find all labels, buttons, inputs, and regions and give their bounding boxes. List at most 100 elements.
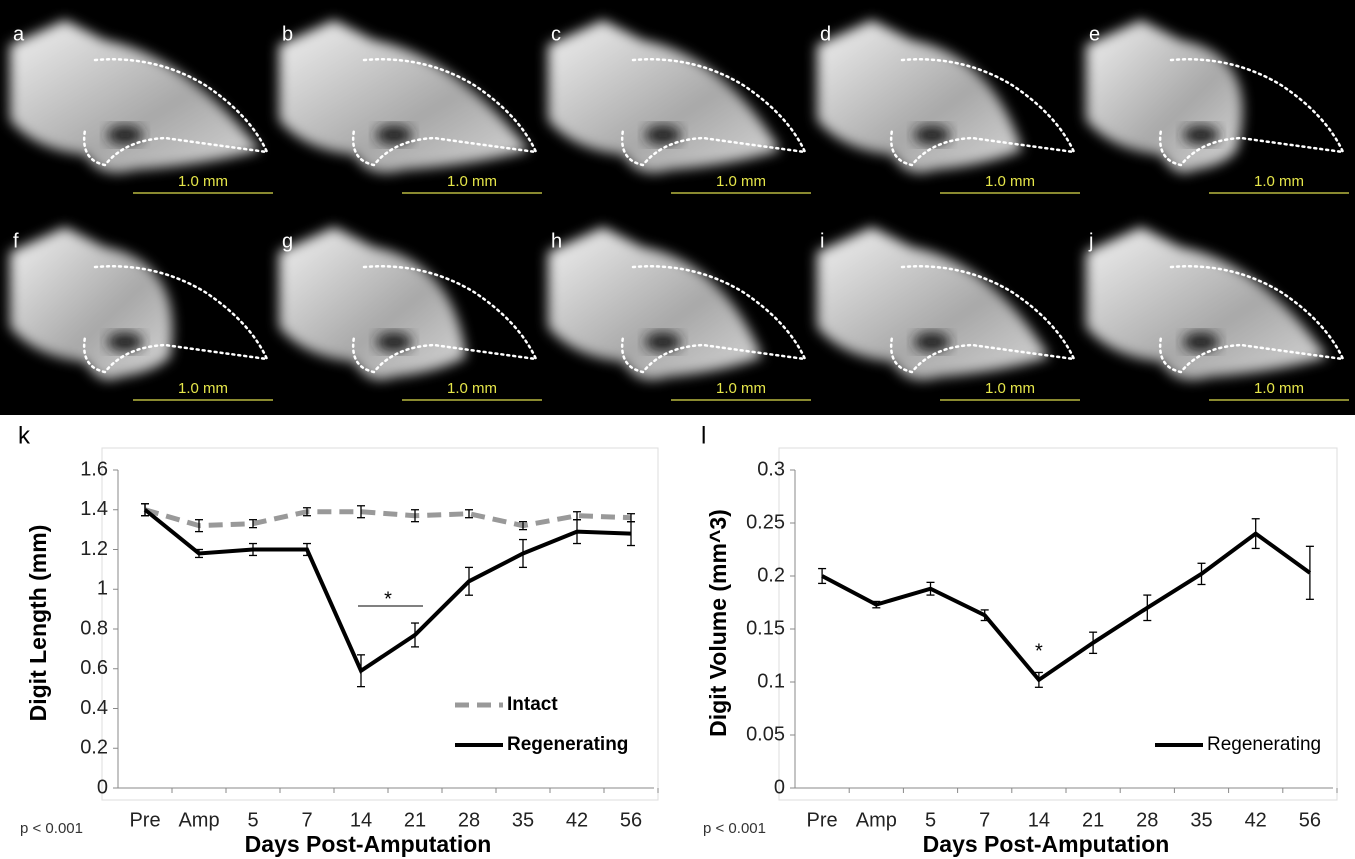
note: p < 0.001 [703,820,766,837]
y-tick-label: 0.1 [757,670,785,692]
x-tick-label: 5 [925,809,936,831]
y-tick-label: 0 [97,776,108,798]
panel-label: b [282,23,293,45]
panel-label: j [1088,230,1093,252]
y-tick-label: 0.6 [80,657,108,679]
plot-frame [101,447,659,801]
bone-shape [1086,227,1327,380]
series-line [821,531,1312,683]
x-tick-label: 56 [1299,809,1321,831]
x-tick-label: Amp [178,809,219,831]
y-tick-label: 1.2 [80,538,108,560]
x-tick-label: 28 [1136,809,1158,831]
panel-label: c [551,23,561,45]
y-tick-label: 0.2 [757,564,785,586]
legend-label: Regenerating [507,734,628,755]
error-bar [195,519,203,533]
outline [351,265,539,374]
panel-label: k [18,422,31,449]
error-bar [249,519,257,529]
image-panel: b 1.0 mm [279,20,542,194]
image-panel: a 1.0 mm [10,20,273,194]
y-tick-label: 0.4 [80,697,108,719]
error-bar [519,521,527,531]
x-tick-label: Pre [129,809,160,831]
y-tick-label: 0.25 [746,511,785,533]
bone-cavity [107,332,143,352]
outline [1158,265,1346,374]
x-axis-title: Days Post-Amputation [923,831,1170,857]
scale-label: 1.0 mm [716,380,766,397]
image-panel: g 1.0 mm [279,227,542,401]
outline [620,265,808,374]
y-tick-label: 1 [97,578,108,600]
error-bar [357,505,365,519]
error-bar [1034,671,1043,688]
scale-label: 1.0 mm [447,380,497,397]
y-tick-label: 0.05 [746,723,785,745]
error-bar [926,581,935,596]
y-tick-label: 0.8 [80,617,108,639]
bone-shape [279,20,529,173]
panel-label: h [551,230,562,252]
image-panel: d 1.0 mm [817,20,1080,194]
scale-label: 1.0 mm [1254,380,1304,397]
series-line [143,508,632,674]
error-bar [1197,562,1206,586]
error-bar [818,567,827,585]
error-bar [1143,594,1152,622]
panel-label: i [820,230,824,252]
bone-cavity [107,125,143,145]
bone-shape [10,20,260,173]
y-tick-label: 1.6 [80,458,108,480]
x-tick-label: 7 [301,809,312,831]
image-panel: h 1.0 mm [548,227,811,401]
image-panel: j 1.0 mm [1086,227,1349,401]
x-tick-label: 21 [1082,809,1104,831]
outline [620,58,808,167]
scale-label: 1.0 mm [178,173,228,190]
scale-label: 1.0 mm [447,173,497,190]
series-line [144,507,632,529]
error-bar [1305,545,1314,600]
scale-label: 1.0 mm [1254,173,1304,190]
y-tick-label: 0.2 [80,737,108,759]
error-bar [519,538,527,569]
scale-label: 1.0 mm [716,173,766,190]
x-axis-title: Days Post-Amputation [245,831,492,857]
x-tick-label: 56 [620,809,642,831]
y-tick-label: 1.4 [80,498,108,520]
panel-label: l [701,422,706,449]
outline [889,265,1077,374]
bone-cavity [645,332,681,352]
panel-label: f [13,230,19,252]
bone-cavity [376,332,412,352]
y-axis-title: Digit Volume (mm^3) [705,509,731,737]
error-bar [141,503,149,517]
panel-label: e [1089,23,1100,45]
outline [82,265,270,374]
error-bar [1089,631,1098,655]
legend-label: Regenerating [1207,734,1321,755]
bone-cavity [914,332,950,352]
y-tick-label: 0.3 [757,458,785,480]
scale-label: 1.0 mm [985,173,1035,190]
bone-cavity [1183,125,1219,145]
legend-label: Intact [507,694,558,715]
image-panel: f 1.0 mm [10,227,273,401]
bone-shape [817,20,1022,173]
bone-cavity [645,125,681,145]
bone-cavity [376,125,412,145]
x-tick-label: 14 [1028,809,1050,831]
annotation: * [384,588,392,610]
y-tick-label: 0 [774,776,785,798]
x-tick-label: 28 [458,809,480,831]
error-bar [573,519,581,545]
error-bar [1251,518,1260,550]
outline [889,58,1077,167]
bone-cavity [1183,332,1219,352]
bone-shape [817,227,1049,380]
x-tick-label: 42 [566,809,588,831]
x-tick-label: 21 [404,809,426,831]
